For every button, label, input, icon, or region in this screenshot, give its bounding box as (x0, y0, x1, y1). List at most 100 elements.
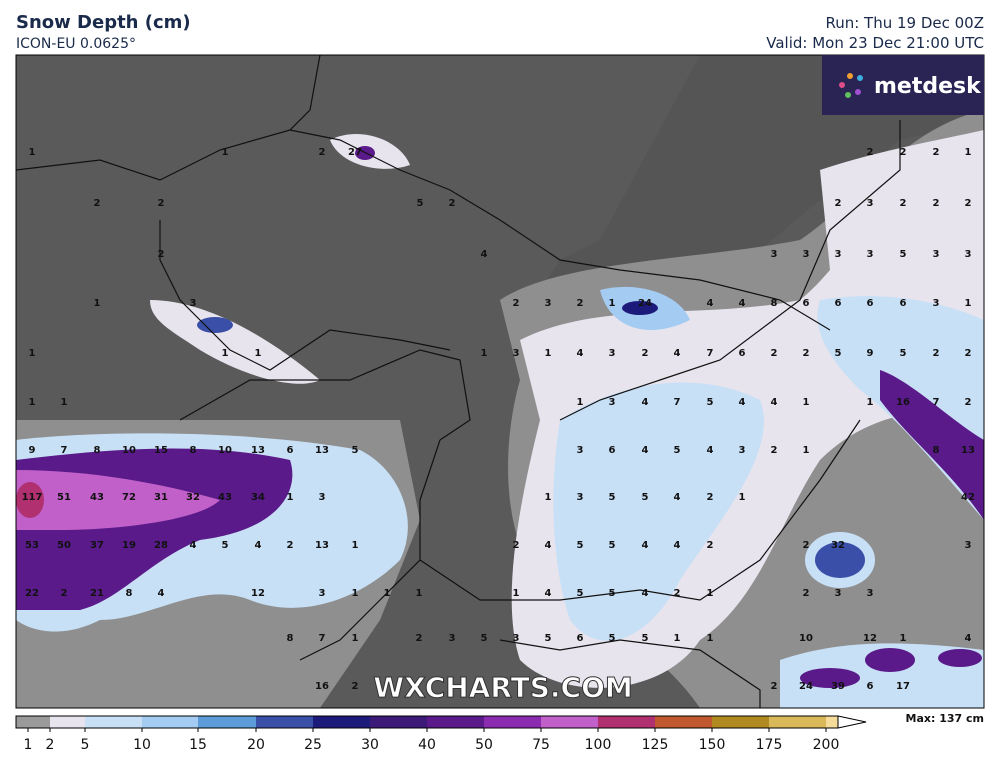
map-label: 2 (803, 540, 810, 551)
map-label: 5 (577, 588, 584, 599)
map-label: 32 (831, 540, 845, 551)
map-label: 1 (352, 588, 359, 599)
map-label: 3 (319, 588, 326, 599)
legend-swatch (541, 716, 598, 728)
map-label: 4 (674, 348, 681, 359)
map-label: 3 (933, 298, 940, 309)
map-label: 2 (449, 198, 456, 209)
map-label: 6 (609, 445, 616, 456)
map-label: 5 (835, 348, 842, 359)
map-label: 7 (319, 633, 326, 644)
map-label: 3 (835, 588, 842, 599)
map-label: 5 (222, 540, 229, 551)
legend-swatch (85, 716, 142, 728)
map-label: 4 (642, 588, 649, 599)
map-label: 2 (803, 588, 810, 599)
map-label: 19 (122, 540, 136, 551)
map-label: 4 (707, 445, 714, 456)
legend-max: Max: 137 cm (906, 712, 984, 725)
map-label: 6 (739, 348, 746, 359)
map-label: 1 (965, 147, 972, 158)
map-label: 3 (867, 249, 874, 260)
legend-tick-label: 5 (81, 737, 90, 753)
legend-swatch (769, 716, 826, 728)
map-label: 10 (218, 445, 232, 456)
map-label: 1 (674, 633, 681, 644)
logo-text: metdesk (874, 74, 982, 99)
map-label: 5 (674, 445, 681, 456)
logo-icon (839, 73, 863, 98)
map-label: 8 (933, 445, 940, 456)
map-label: 43 (218, 492, 232, 503)
map-label: 8 (190, 445, 197, 456)
map-label: 5 (417, 198, 424, 209)
map-label: 1 (352, 633, 359, 644)
map-label: 3 (319, 492, 326, 503)
map-label: 13 (315, 445, 329, 456)
legend-swatch (598, 716, 655, 728)
map-label: 12 (251, 588, 265, 599)
legend-tick-label: 1 (24, 737, 33, 753)
map-label: 10 (122, 445, 136, 456)
map-label: 9 (29, 445, 36, 456)
map-label: 4 (642, 445, 649, 456)
valid: Valid: Mon 23 Dec 21:00 UTC (766, 34, 984, 52)
map-label: 2 (835, 198, 842, 209)
map-label: 17 (896, 681, 910, 692)
map-label: 13 (251, 445, 265, 456)
map-label: 4 (545, 588, 552, 599)
map-label: 2 (352, 681, 359, 692)
map-label: 2 (771, 445, 778, 456)
legend-swatch (370, 716, 427, 728)
map-label: 2 (965, 348, 972, 359)
map-label: 1 (94, 298, 101, 309)
map-label: 2 (94, 198, 101, 209)
map-label: 16 (315, 681, 329, 692)
map-label: 51 (57, 492, 71, 503)
legend-swatch (256, 716, 313, 728)
map-label: 24 (799, 681, 813, 692)
map-label: 4 (481, 249, 488, 260)
legend-swatch (16, 716, 50, 728)
map-label: 1 (481, 348, 488, 359)
map-label: 39 (831, 681, 845, 692)
map-label: 1 (577, 397, 584, 408)
map-label: 12 (863, 633, 877, 644)
map-label: 9 (867, 348, 874, 359)
map-label: 4 (642, 397, 649, 408)
map-label: 8 (287, 633, 294, 644)
map-label: 1 (965, 298, 972, 309)
map-label: 7 (61, 445, 68, 456)
map-label: 3 (835, 249, 842, 260)
map-label: 3 (545, 298, 552, 309)
map-label: 13 (315, 540, 329, 551)
legend-arrow (837, 715, 867, 729)
legend-tick-label: 175 (756, 737, 783, 753)
map-label: 15 (154, 445, 168, 456)
map-label: 2 (707, 492, 714, 503)
map-label: 2 (513, 298, 520, 309)
map-label: 27 (348, 147, 362, 158)
map-label: 2 (965, 397, 972, 408)
map-label: 3 (449, 633, 456, 644)
map-label: 2 (61, 588, 68, 599)
legend-tick-label: 40 (418, 737, 436, 753)
map-label: 13 (961, 445, 975, 456)
model: ICON-EU 0.0625° (16, 36, 136, 52)
map-label: 2 (319, 147, 326, 158)
map-label: 1 (29, 348, 36, 359)
map-label: 3 (933, 249, 940, 260)
map-label: 7 (933, 397, 940, 408)
legend: Max: 137 cm 1 2 5 10 15 20 25 30 40 50 75 100 125 150… (15, 712, 984, 753)
map-label: 31 (154, 492, 168, 503)
map-label: 3 (803, 249, 810, 260)
map-label: 4 (577, 348, 584, 359)
map-label: 1 (707, 588, 714, 599)
run: Run: Thu 19 Dec 00Z (825, 14, 984, 32)
map-label: 1 (739, 492, 746, 503)
map-label: 72 (122, 492, 136, 503)
map-label: 3 (867, 588, 874, 599)
watermark: WXCHARTS.COM (373, 671, 633, 704)
map-label: 1 (287, 492, 294, 503)
map-label: 5 (545, 633, 552, 644)
